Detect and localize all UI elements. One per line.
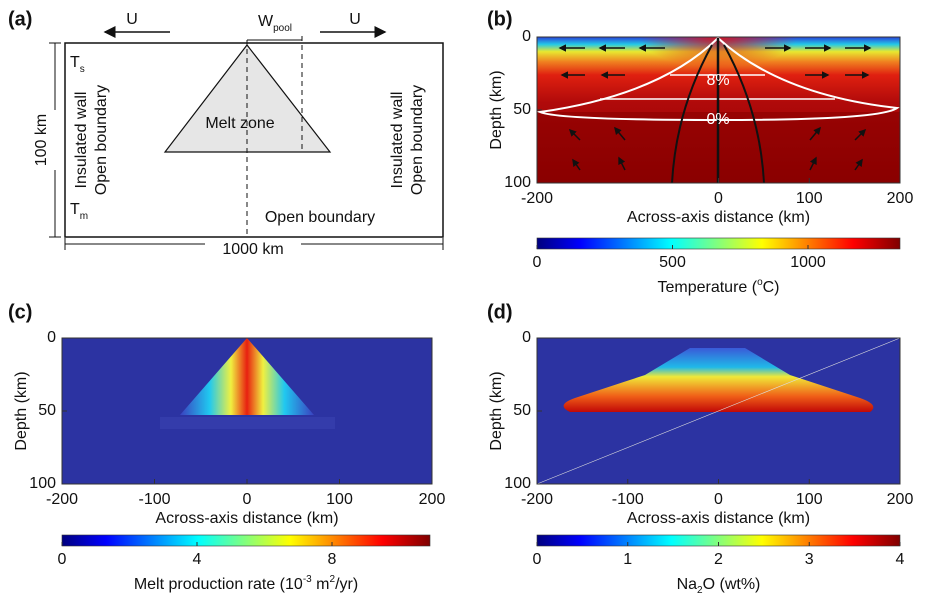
wall-label: Open boundary xyxy=(409,85,426,195)
text: Na xyxy=(677,576,698,593)
colorbar-tick-label: 4 xyxy=(193,551,202,568)
x-tick-label: 0 xyxy=(714,190,723,207)
panel-label: (b) xyxy=(487,8,513,30)
colorbar-label: Temperature (oC) xyxy=(657,277,779,297)
colorbar-tick-label: 0 xyxy=(58,551,67,568)
colorbar-tick-label: 3 xyxy=(805,551,814,568)
melt-zone-label: Melt zone xyxy=(205,115,274,132)
subscript: pool xyxy=(273,23,292,34)
y-tick-label: 100 xyxy=(504,174,531,191)
y-tick-label: 100 xyxy=(29,475,56,492)
subscript: s xyxy=(80,64,85,75)
colorbar-tick-label: 8 xyxy=(328,551,337,568)
wall-label: Insulated wall xyxy=(73,92,90,189)
wpool-label: Wpool xyxy=(258,13,292,33)
x-tick-label: -200 xyxy=(46,491,78,508)
melt-production xyxy=(180,338,314,415)
x-tick-label: 0 xyxy=(714,491,723,508)
y-tick-label: 50 xyxy=(513,402,531,419)
panel-c: (c) xyxy=(8,301,433,485)
subscript: m xyxy=(80,211,88,222)
text: Temperature ( xyxy=(657,279,757,296)
x-tick-label: -200 xyxy=(521,491,553,508)
ts-label: Ts xyxy=(70,54,85,74)
y-axis-label: Depth (km) xyxy=(13,371,30,450)
panel-label: (c) xyxy=(8,301,32,323)
text: T xyxy=(70,54,80,71)
melt-field xyxy=(160,417,335,429)
panel-b: (b) 8% 0% xyxy=(487,8,901,184)
width-label: 1000 km xyxy=(222,241,283,258)
x-tick-label: -100 xyxy=(138,491,170,508)
colorbar xyxy=(61,534,431,547)
contour-label: 8% xyxy=(706,72,729,89)
colorbar-tick-label: 1000 xyxy=(790,254,826,271)
wall-label: Insulated wall xyxy=(389,92,406,189)
y-axis-label: Depth (km) xyxy=(488,371,505,450)
script: -3 xyxy=(303,574,312,585)
colorbar-tick-label: 0 xyxy=(533,551,542,568)
colorbar xyxy=(536,237,901,250)
velocity-label: U xyxy=(126,11,138,28)
panel-label: (d) xyxy=(487,301,513,323)
x-tick-label: 200 xyxy=(887,190,914,207)
x-tick-label: 200 xyxy=(887,491,914,508)
text: C) xyxy=(763,279,780,296)
script: 2 xyxy=(697,585,703,596)
tm-label: Tm xyxy=(70,201,88,221)
depth-label: 100 km xyxy=(33,114,50,166)
script: 2 xyxy=(330,574,336,585)
y-tick-label: 0 xyxy=(522,329,531,346)
y-tick-label: 100 xyxy=(504,475,531,492)
y-axis-label: Depth (km) xyxy=(488,70,505,149)
text: /yr) xyxy=(335,576,358,593)
x-tick-label: -200 xyxy=(521,190,553,207)
panel-label: (a) xyxy=(8,8,32,30)
text: W xyxy=(258,13,274,30)
panel-d: (d) xyxy=(487,301,901,485)
velocity-label: U xyxy=(349,11,361,28)
script: o xyxy=(757,277,763,288)
x-tick-label: 100 xyxy=(326,491,353,508)
flow-line xyxy=(671,44,765,184)
colorbar-tick-label: 500 xyxy=(659,254,686,271)
colorbar-tick-label: 1 xyxy=(623,551,632,568)
x-tick-label: -100 xyxy=(612,491,644,508)
colorbar-label: Na2O (wt%) xyxy=(677,576,761,595)
wall-label: Open boundary xyxy=(93,85,110,195)
boundary-label: Open boundary xyxy=(265,209,375,226)
text: O (wt%) xyxy=(703,576,761,593)
colorbar-tick-label: 0 xyxy=(533,254,542,271)
contour-label: 0% xyxy=(706,111,729,128)
bracket-gap xyxy=(205,238,301,252)
colorbar-tick-label: 4 xyxy=(896,551,905,568)
y-tick-label: 0 xyxy=(522,28,531,45)
x-tick-label: 100 xyxy=(796,491,823,508)
text: T xyxy=(70,201,80,218)
bracket-gap xyxy=(46,110,64,170)
colorbar-label: Melt production rate (10-3 m2/yr) xyxy=(134,574,358,594)
artifact-line xyxy=(536,337,901,485)
text: m xyxy=(312,576,330,593)
y-tick-label: 50 xyxy=(513,101,531,118)
x-axis-label: Across-axis distance (km) xyxy=(627,510,810,527)
x-tick-label: 0 xyxy=(243,491,252,508)
domain-box xyxy=(64,42,444,238)
x-tick-label: 200 xyxy=(419,491,446,508)
x-axis-label: Across-axis distance (km) xyxy=(155,510,338,527)
panel-a: (a) U U Wpool Melt zone Ts Tm 100 km Ins… xyxy=(8,8,444,258)
x-axis-label: Across-axis distance (km) xyxy=(627,209,810,226)
y-tick-label: 50 xyxy=(38,402,56,419)
velocity-arrows xyxy=(558,44,872,171)
y-tick-label: 0 xyxy=(47,329,56,346)
colorbar-tick-label: 2 xyxy=(714,551,723,568)
text: Melt production rate (10 xyxy=(134,576,303,593)
x-tick-label: 100 xyxy=(796,190,823,207)
na2o-pool xyxy=(563,348,874,412)
